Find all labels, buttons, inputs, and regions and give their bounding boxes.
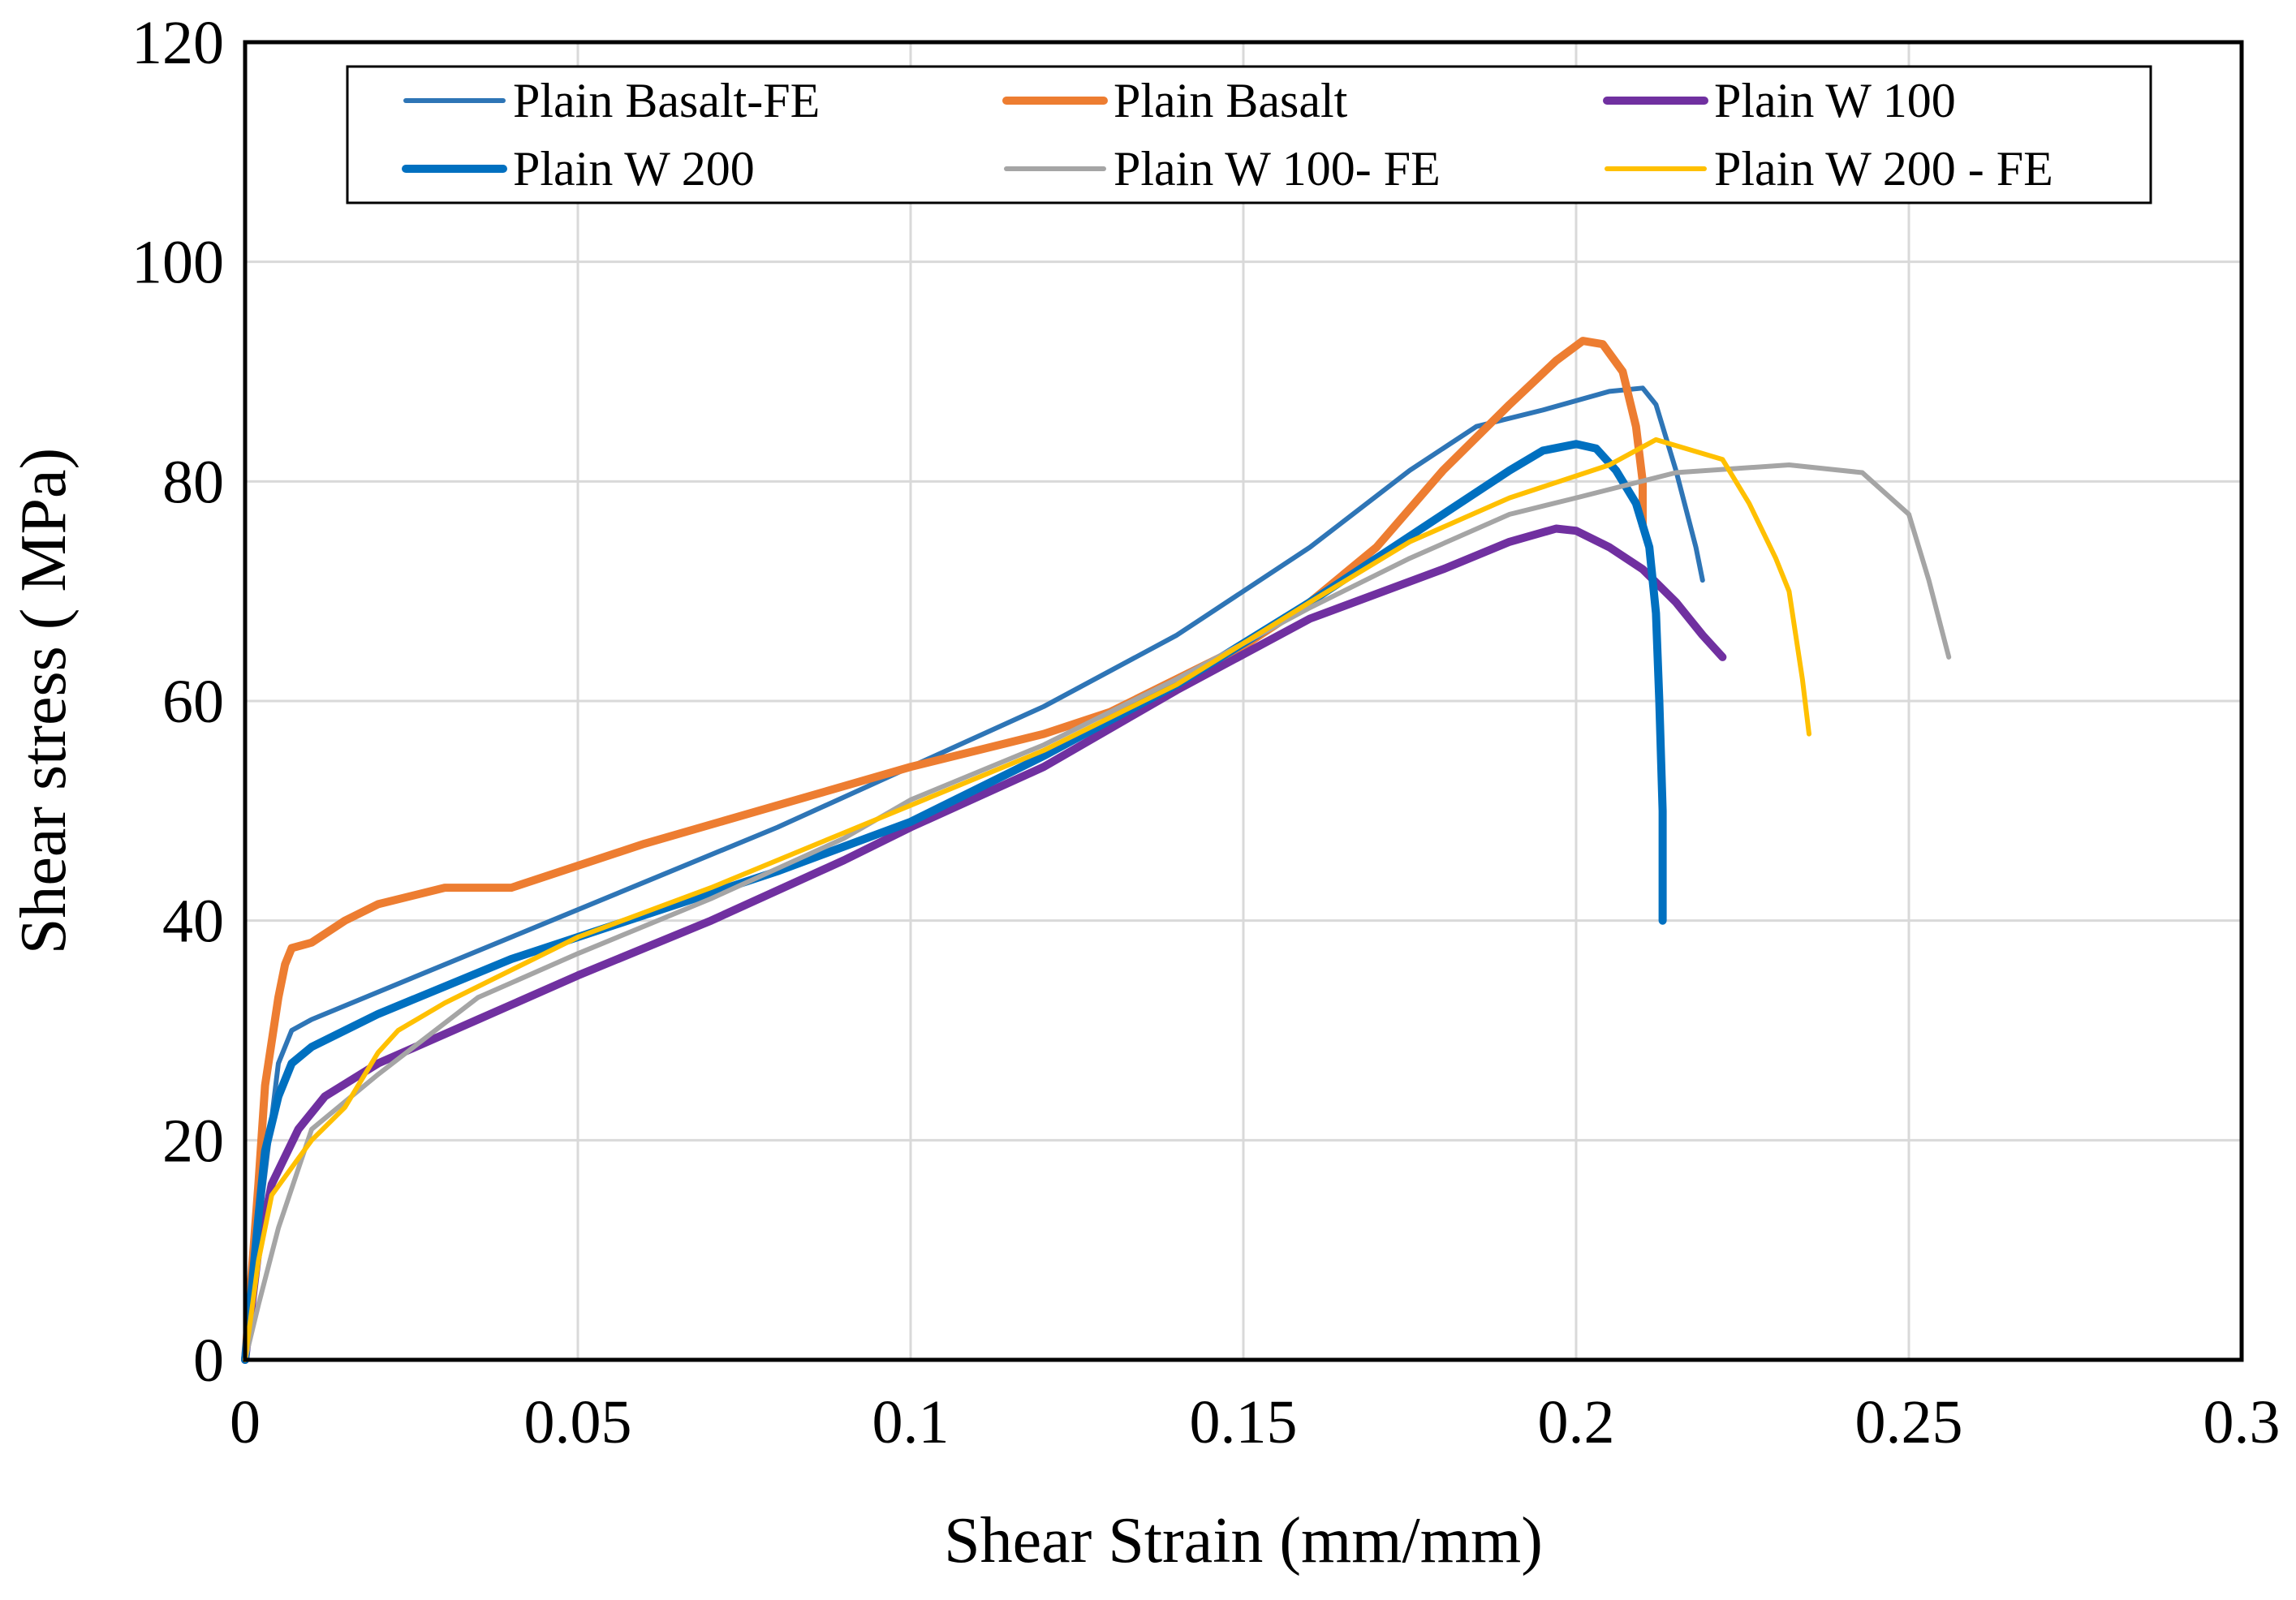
legend-label-0: Plain Basalt-FE [513,74,820,127]
y-tick-label-5: 100 [131,229,224,297]
y-tick-label-6: 120 [131,9,224,77]
y-tick-label-0: 0 [193,1327,224,1395]
legend-label-1: Plain Basalt [1114,74,1348,127]
series-line-plain-w-100 [241,524,1727,1364]
plot-area-border [243,40,2244,1362]
x-axis-title: Shear Strain (mm/mm) [944,1505,1543,1576]
x-tick-label-4: 0.2 [1538,1388,1615,1456]
gridlines [245,42,2242,1360]
series-line-plain-w-200-fe [243,437,1811,1362]
x-tick-label-1: 0.05 [524,1388,632,1456]
x-tick-label-6: 0.3 [2203,1388,2281,1456]
legend-label-2: Plain W 100 [1714,74,1956,127]
legend-label-3: Plain W 200 [513,142,755,196]
y-axis-tick-labels: 0 20 40 60 80 100 120 [131,9,224,1395]
legend-label-4: Plain W 100- FE [1114,142,1441,196]
series-line-plain-basalt-fe [243,385,1705,1362]
legend-label-5: Plain W 200 - FE [1714,142,2053,196]
legend: Plain Basalt-FE Plain Basalt Plain W 100 Pl… [346,65,2152,204]
x-tick-label-5: 0.25 [1855,1388,1963,1456]
legend-box [346,65,2152,204]
y-tick-label-3: 60 [162,668,224,736]
series-line-plain-basalt [241,337,1647,1364]
x-axis-tick-labels: 0 0.05 0.1 0.15 0.2 0.25 0.3 [230,1388,2281,1456]
series-lines [241,337,1952,1364]
y-tick-label-1: 20 [162,1107,224,1175]
y-axis-title: Shear stress ( MPa) [8,448,80,954]
x-tick-label-0: 0 [230,1388,261,1456]
x-tick-label-2: 0.1 [872,1388,950,1456]
y-tick-label-2: 40 [162,888,224,956]
series-line-plain-w-100-fe [243,462,1952,1362]
x-tick-label-3: 0.15 [1190,1388,1298,1456]
y-tick-label-4: 80 [162,448,224,516]
